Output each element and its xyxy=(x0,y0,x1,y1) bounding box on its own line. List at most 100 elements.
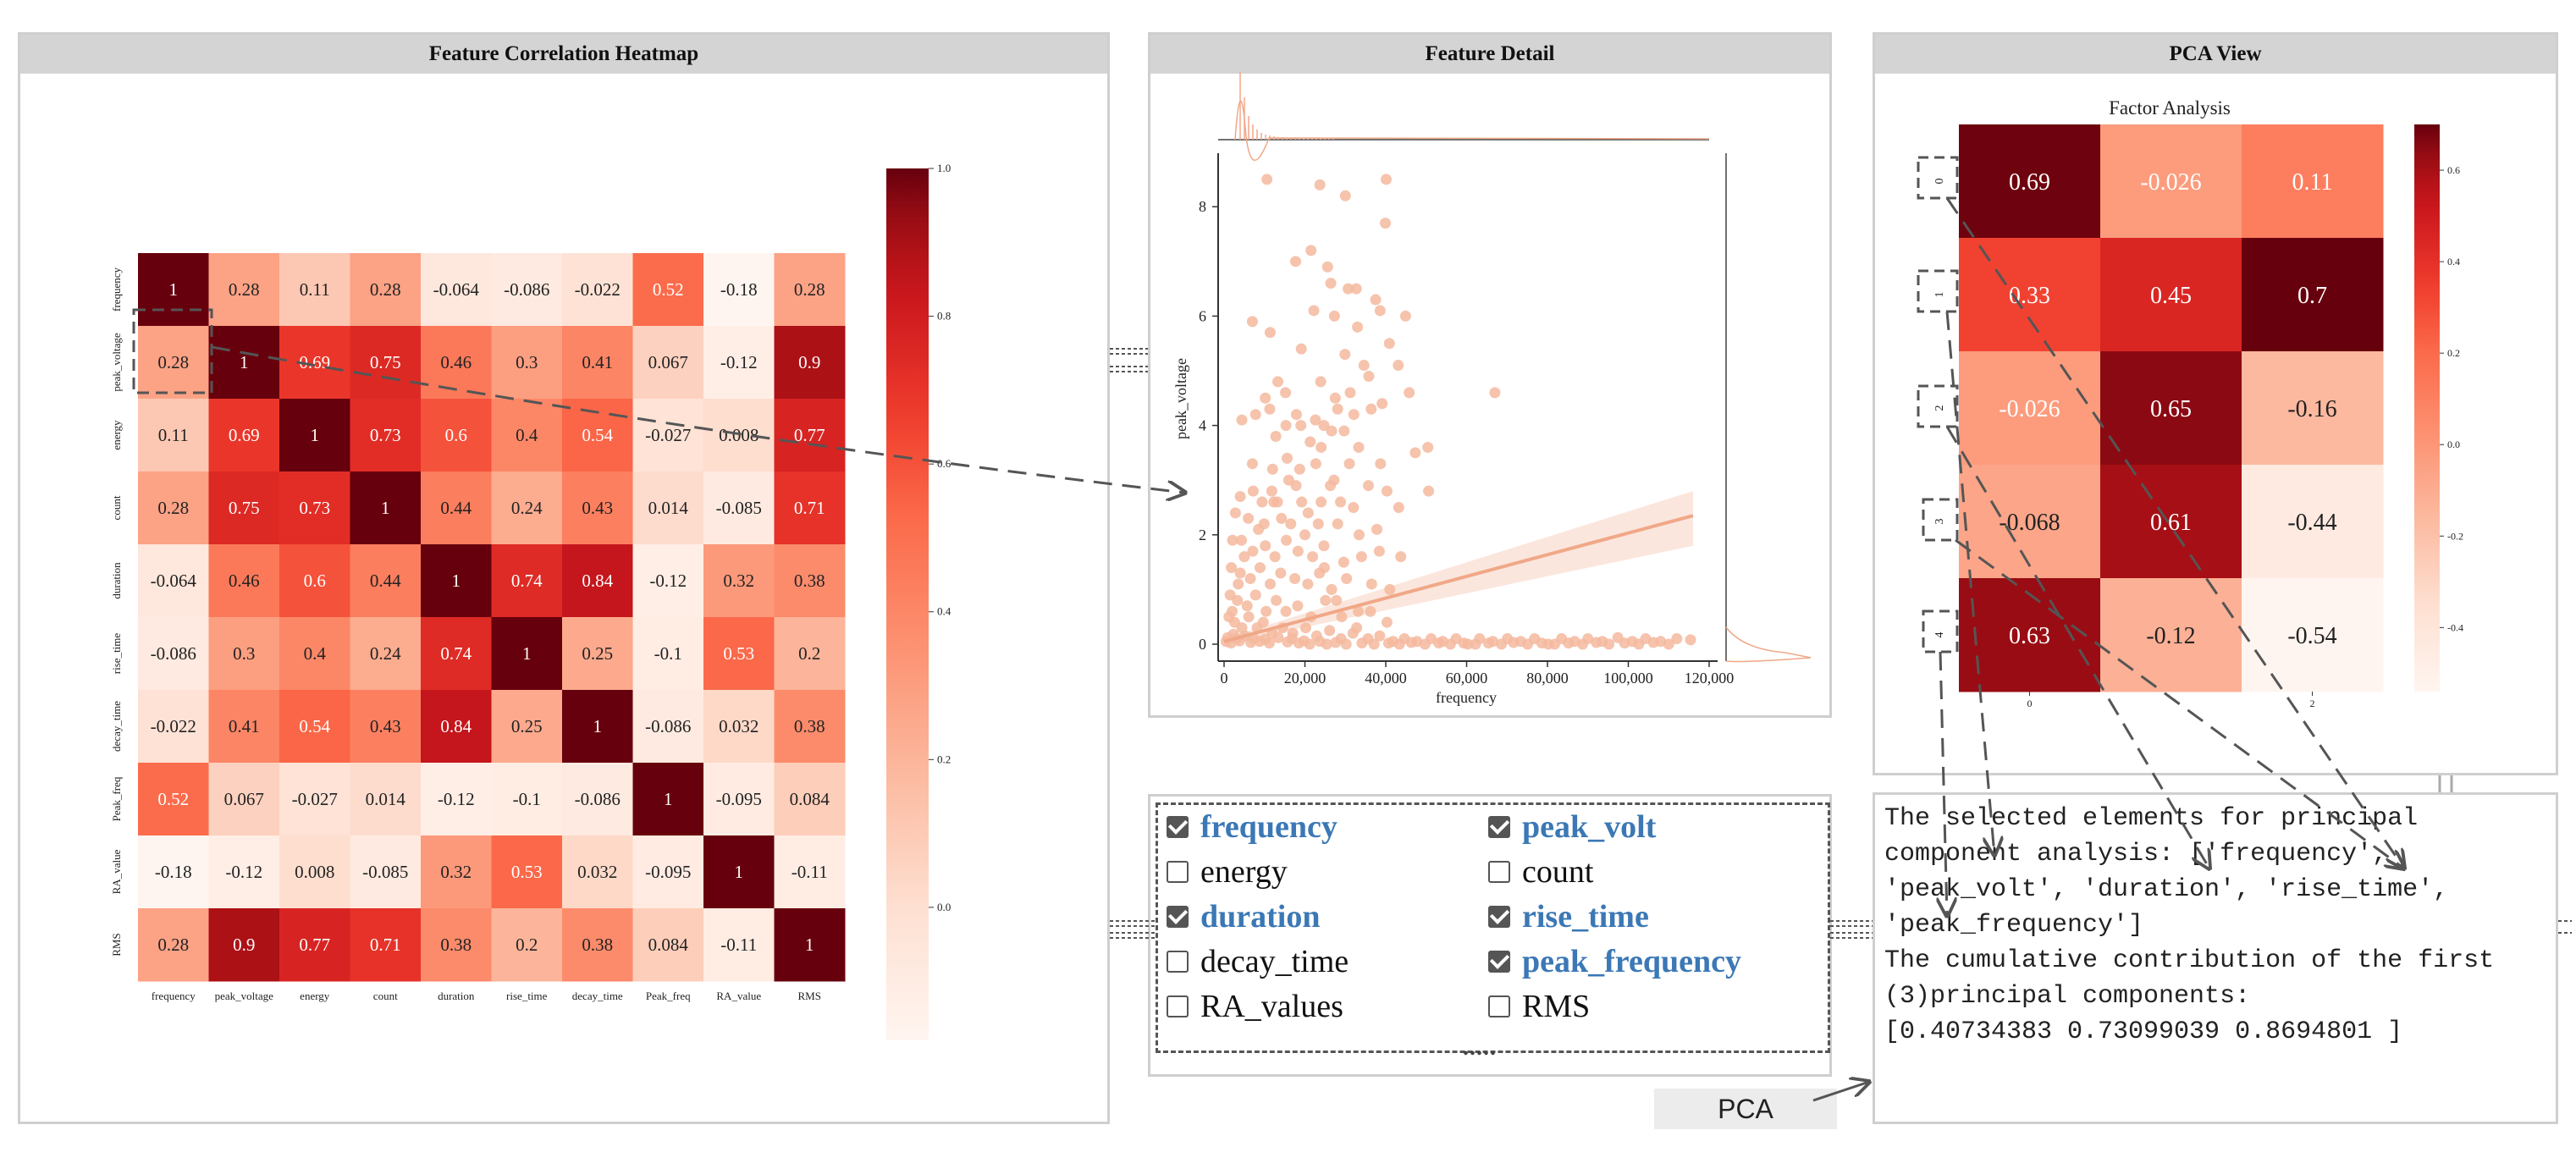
checkbox-box[interactable] xyxy=(1167,951,1189,973)
checkbox-box[interactable] xyxy=(1488,816,1510,838)
heatmap-cell xyxy=(562,763,633,836)
heatmap-cell-label: 0.52 xyxy=(157,789,189,809)
checkbox-box[interactable] xyxy=(1167,906,1189,928)
scatter-point xyxy=(1263,637,1275,649)
scatter-point xyxy=(1238,551,1250,563)
scatter-point xyxy=(1229,507,1241,519)
heatmap-cell-label: 0.9 xyxy=(233,935,255,955)
heatmap-cell-label: -0.064 xyxy=(151,571,197,591)
heatmap-cell-label: -0.027 xyxy=(645,425,691,445)
heatmap-cell-label: -0.022 xyxy=(151,716,196,736)
heatmap-cell xyxy=(279,253,350,327)
scatter-point xyxy=(1271,594,1282,606)
heatmap-cell-label: 0.6 xyxy=(304,571,326,591)
heatmap-cell xyxy=(279,544,350,618)
scatter-point xyxy=(1381,616,1393,628)
scatter-point xyxy=(1365,578,1377,590)
heatmap-cell xyxy=(421,690,492,764)
heatmap-cell-label: 0.11 xyxy=(300,279,330,300)
checkbox-box[interactable] xyxy=(1488,906,1510,928)
scatter-point xyxy=(1246,458,1258,470)
checkbox-ra-values[interactable]: RA_values xyxy=(1167,988,1343,1025)
checkbox-box[interactable] xyxy=(1167,816,1189,838)
scatter-point xyxy=(1338,425,1350,437)
x-axis-label: frequency xyxy=(1436,689,1497,706)
heatmap-cell-label: 0.084 xyxy=(648,935,689,955)
checkbox-box[interactable] xyxy=(1167,995,1189,1017)
heatmap-cell xyxy=(279,617,350,691)
checkbox-frequency[interactable]: frequency xyxy=(1167,808,1338,846)
checkbox-rms[interactable]: RMS xyxy=(1488,988,1590,1025)
heatmap-cell xyxy=(208,763,280,836)
heatmap-cell-label: 1 xyxy=(311,425,320,445)
pca-button[interactable]: PCA xyxy=(1654,1089,1837,1129)
checkbox-box[interactable] xyxy=(1488,951,1510,973)
heatmap-cell-label: 0.53 xyxy=(511,862,543,882)
heatmap-cell-label: 0.71 xyxy=(794,498,825,518)
heatmap-cell-label: 0.54 xyxy=(582,425,613,445)
scatter-point xyxy=(1619,637,1630,649)
heatmap-cell xyxy=(774,763,846,836)
heatmap-cell xyxy=(138,617,209,691)
checkbox-energy[interactable]: energy xyxy=(1167,853,1288,891)
heatmap-cell-label: -0.12 xyxy=(225,862,262,882)
scatter-point xyxy=(1280,387,1292,399)
scatter-point xyxy=(1243,611,1255,623)
checkbox-label: peak_frequency xyxy=(1522,944,1741,979)
checkbox-peak-frequency[interactable]: peak_frequency xyxy=(1488,943,1741,980)
scatter-point xyxy=(1247,485,1259,497)
feature-checklist: frequency peak_volt energy count duratio… xyxy=(1156,802,1830,1053)
factor-colorbar xyxy=(2414,124,2440,692)
scatter-point xyxy=(1348,502,1360,514)
colorbar-tick-label: 0.4 xyxy=(937,605,952,618)
scatter-point xyxy=(1340,638,1352,650)
x-tick-label: RA_value xyxy=(716,990,761,1002)
checkbox-box[interactable] xyxy=(1167,861,1189,883)
heatmap-cell xyxy=(774,544,846,618)
heatmap-cell xyxy=(491,763,563,836)
heatmap-cell-label: -0.1 xyxy=(513,789,541,809)
heatmap-cell-label: 0.084 xyxy=(790,789,830,809)
factor-row-label: 4 xyxy=(1933,632,1946,638)
heatmap-cell xyxy=(703,253,775,327)
scatter-point xyxy=(1343,283,1354,295)
more-indicator[interactable]: ..... xyxy=(1463,1034,1497,1061)
scatter-point xyxy=(1318,420,1330,432)
scatter-point xyxy=(1384,583,1396,595)
factor-row-label: 3 xyxy=(1933,519,1946,525)
y-tick-label: 6 xyxy=(1199,307,1206,324)
heatmap-cell-label: 0.74 xyxy=(440,643,472,664)
heatmap-cell-label: -0.086 xyxy=(645,716,691,736)
checkbox-label: frequency xyxy=(1200,809,1338,845)
checkbox-label: energy xyxy=(1200,854,1288,890)
heatmap-cell xyxy=(491,253,563,327)
checkbox-box[interactable] xyxy=(1488,995,1510,1017)
heatmap-cell xyxy=(562,253,633,327)
scatter-point xyxy=(1260,605,1272,617)
scatter-point xyxy=(1339,190,1351,201)
factor-analysis-title: Factor Analysis xyxy=(2109,97,2231,119)
checkbox-count[interactable]: count xyxy=(1488,853,1593,891)
checkbox-decay-time[interactable]: decay_time xyxy=(1167,943,1349,980)
scatter-point xyxy=(1232,594,1244,606)
scatter-point xyxy=(1276,512,1288,524)
scatter-point xyxy=(1671,633,1683,645)
checkbox-peak-volt[interactable]: peak_volt xyxy=(1488,808,1656,846)
scatter-point xyxy=(1633,638,1645,650)
scatter-point xyxy=(1325,278,1337,290)
heatmap-cell xyxy=(208,617,280,691)
heatmap-cell xyxy=(350,544,422,618)
heatmap-cell xyxy=(138,908,209,982)
scatter-point xyxy=(1227,534,1238,546)
scatter-point xyxy=(1318,562,1330,574)
heatmap-cell-label: 0.24 xyxy=(370,643,401,664)
factor-cell-label: -0.16 xyxy=(2287,396,2336,422)
scatter-point xyxy=(1433,637,1445,649)
scatter-point xyxy=(1310,458,1321,470)
heatmap-cell xyxy=(632,908,704,982)
checkbox-duration[interactable]: duration xyxy=(1167,898,1320,935)
checkbox-box[interactable] xyxy=(1488,861,1510,883)
scatter-point xyxy=(1365,605,1376,617)
scatter-point xyxy=(1316,441,1327,453)
checkbox-rise-time[interactable]: rise_time xyxy=(1488,898,1649,935)
